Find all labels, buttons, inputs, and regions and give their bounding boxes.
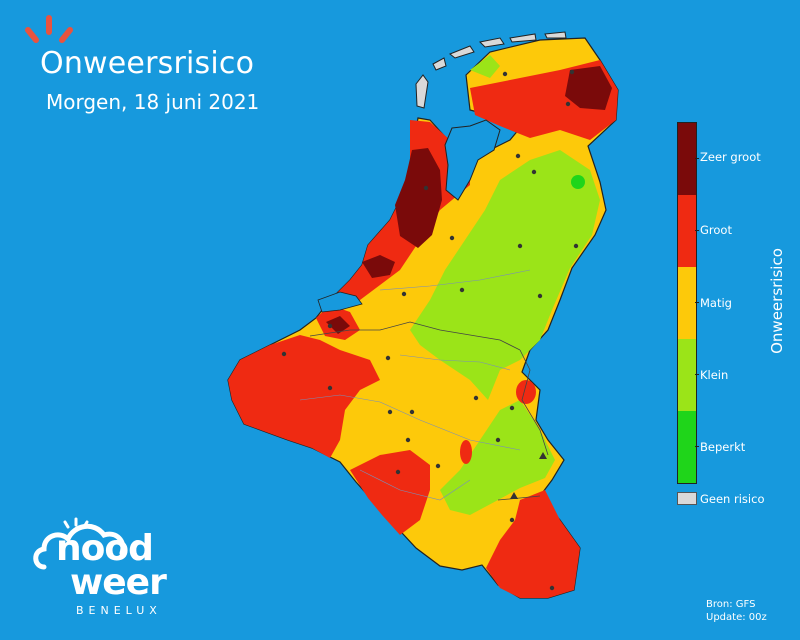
- zone-zeer-groot-south-holland: [362, 255, 395, 278]
- ijsselmeer: [444, 119, 501, 201]
- legend-tick: [695, 158, 699, 159]
- legend-none-label: Geen risico: [700, 492, 765, 506]
- legend-seg-klein: [678, 339, 696, 411]
- zone-beperkt: [571, 175, 585, 189]
- legend-seg-beperkt: [678, 411, 696, 483]
- legend-tick: [695, 230, 699, 231]
- legend-title: Onweersrisico: [768, 248, 786, 354]
- province-borders: [299, 269, 531, 501]
- page-title: Onweersrisico: [40, 46, 255, 81]
- logo-text-benelux: BENELUX: [76, 604, 162, 617]
- legend-tick: [695, 374, 699, 375]
- spark-icon: [25, 15, 73, 43]
- legend-label-matig: Matig: [700, 296, 732, 310]
- source-info: Bron: GFS Update: 00z: [706, 598, 767, 624]
- zone-klein-north: [470, 55, 500, 78]
- peak-markers: [510, 452, 547, 499]
- legend-label-beperkt: Beperkt: [700, 440, 746, 454]
- zone-groot-flanders: [228, 335, 380, 458]
- legend-colorbar: [677, 122, 697, 484]
- legend-none-swatch: [677, 492, 697, 505]
- zone-zeer-groot-holland: [395, 148, 442, 248]
- legend-label-zeer-groot: Zeer groot: [700, 150, 761, 164]
- legend-seg-zeer-groot: [678, 123, 696, 195]
- legend-label-klein: Klein: [700, 368, 729, 382]
- cloud-logo-icon: [33, 517, 126, 570]
- wadden-islands: [415, 31, 567, 109]
- legend-tick: [695, 446, 699, 447]
- country-borders: [309, 321, 549, 501]
- source-line: Bron: GFS: [706, 599, 756, 610]
- zone-groot-luxembourg: [486, 490, 580, 598]
- zone-groot-spot: [460, 440, 472, 464]
- legend-label-groot: Groot: [700, 223, 732, 237]
- page-subtitle: Morgen, 18 juni 2021: [46, 90, 260, 114]
- zone-zeer-groot-zeeland: [326, 316, 350, 334]
- legend-tick: [695, 302, 699, 303]
- zone-groot-ardennes: [350, 450, 430, 535]
- delta-water: [317, 291, 363, 313]
- city-markers: [281, 69, 579, 591]
- logo-text-weer: weer: [70, 562, 167, 603]
- legend-seg-groot: [678, 195, 696, 267]
- zone-groot-eifel: [516, 380, 536, 404]
- zone-klein-south: [440, 400, 555, 515]
- zone-zeer-groot-friesland: [565, 66, 612, 110]
- legend-seg-matig: [678, 267, 696, 339]
- logo-text-nood: nood: [56, 528, 154, 569]
- update-line: Update: 00z: [706, 612, 767, 623]
